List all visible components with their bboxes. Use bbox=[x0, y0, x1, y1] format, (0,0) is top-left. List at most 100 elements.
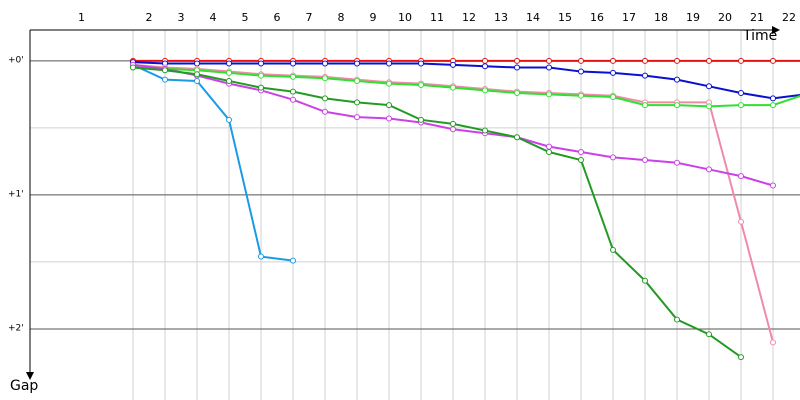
point bbox=[258, 84, 264, 91]
x-axis-title: Time bbox=[742, 28, 777, 44]
y-tick-label: +2' bbox=[8, 323, 24, 333]
y-arrow bbox=[26, 372, 34, 380]
point bbox=[514, 90, 520, 97]
point bbox=[770, 339, 776, 346]
x-tick-label: 9 bbox=[370, 11, 377, 24]
point bbox=[322, 108, 328, 115]
series-line bbox=[132, 66, 800, 108]
point bbox=[546, 148, 552, 155]
point bbox=[194, 77, 200, 84]
point bbox=[578, 92, 584, 99]
point bbox=[450, 126, 456, 133]
x-tick-label: 14 bbox=[526, 11, 540, 24]
point bbox=[482, 127, 488, 134]
point bbox=[738, 57, 744, 64]
point bbox=[322, 95, 328, 102]
series-line bbox=[132, 61, 800, 100]
point bbox=[706, 83, 712, 90]
series-line bbox=[132, 63, 294, 262]
point bbox=[226, 60, 232, 67]
series-line bbox=[132, 66, 742, 358]
point bbox=[322, 75, 328, 82]
point bbox=[290, 73, 296, 80]
point bbox=[770, 182, 776, 189]
point bbox=[290, 60, 296, 67]
point bbox=[418, 60, 424, 67]
x-tick-label: 19 bbox=[686, 11, 700, 24]
point bbox=[322, 60, 328, 67]
point bbox=[610, 154, 616, 161]
point bbox=[610, 94, 616, 101]
point bbox=[482, 63, 488, 70]
x-tick-label: 7 bbox=[306, 11, 313, 24]
point bbox=[482, 57, 488, 64]
point bbox=[546, 91, 552, 98]
point bbox=[258, 60, 264, 67]
x-tick-label: 8 bbox=[338, 11, 345, 24]
x-tick-label: 1 bbox=[78, 11, 85, 24]
point bbox=[706, 166, 712, 173]
x-tick-label: 5 bbox=[242, 11, 249, 24]
point bbox=[354, 77, 360, 84]
x-tick-label: 11 bbox=[430, 11, 444, 24]
point bbox=[386, 80, 392, 87]
x-arrow bbox=[772, 26, 780, 34]
point bbox=[738, 102, 744, 109]
point bbox=[354, 60, 360, 67]
point bbox=[610, 69, 616, 76]
point bbox=[450, 84, 456, 91]
point bbox=[770, 102, 776, 109]
point bbox=[514, 64, 520, 71]
y-tick-label: +0' bbox=[8, 55, 24, 65]
point bbox=[482, 87, 488, 94]
point bbox=[290, 88, 296, 95]
x-tick-label: 17 bbox=[622, 11, 636, 24]
point bbox=[258, 72, 264, 79]
point bbox=[130, 64, 136, 71]
point bbox=[194, 71, 200, 78]
point bbox=[386, 60, 392, 67]
x-tick-label: 2 bbox=[146, 11, 153, 24]
x-tick-label: 20 bbox=[718, 11, 732, 24]
point bbox=[226, 77, 232, 84]
x-tick-label: 21 bbox=[750, 11, 764, 24]
point bbox=[290, 257, 296, 264]
x-tick-label: 3 bbox=[178, 11, 185, 24]
point bbox=[514, 134, 520, 141]
point bbox=[642, 72, 648, 79]
point bbox=[418, 116, 424, 123]
point bbox=[578, 57, 584, 64]
point bbox=[514, 57, 520, 64]
point bbox=[226, 69, 232, 76]
x-tick-label: 22 bbox=[782, 11, 796, 24]
point bbox=[162, 76, 168, 83]
point bbox=[386, 102, 392, 109]
point bbox=[418, 81, 424, 88]
y-axis-title: Gap bbox=[10, 378, 38, 394]
point bbox=[674, 102, 680, 109]
point bbox=[738, 354, 744, 361]
point bbox=[290, 96, 296, 103]
point bbox=[578, 148, 584, 155]
x-tick-label: 4 bbox=[210, 11, 217, 24]
point bbox=[674, 316, 680, 323]
x-tick-label: 6 bbox=[274, 11, 281, 24]
point bbox=[674, 76, 680, 83]
point bbox=[450, 61, 456, 68]
point bbox=[706, 57, 712, 64]
point bbox=[674, 57, 680, 64]
point bbox=[578, 68, 584, 75]
point bbox=[738, 90, 744, 97]
point bbox=[642, 277, 648, 284]
point bbox=[354, 114, 360, 121]
point bbox=[610, 246, 616, 253]
point bbox=[162, 67, 168, 74]
point bbox=[770, 95, 776, 102]
point bbox=[226, 116, 232, 123]
x-tick-label: 13 bbox=[494, 11, 508, 24]
point bbox=[258, 253, 264, 260]
point bbox=[610, 57, 616, 64]
point bbox=[354, 99, 360, 106]
plot bbox=[130, 57, 800, 361]
